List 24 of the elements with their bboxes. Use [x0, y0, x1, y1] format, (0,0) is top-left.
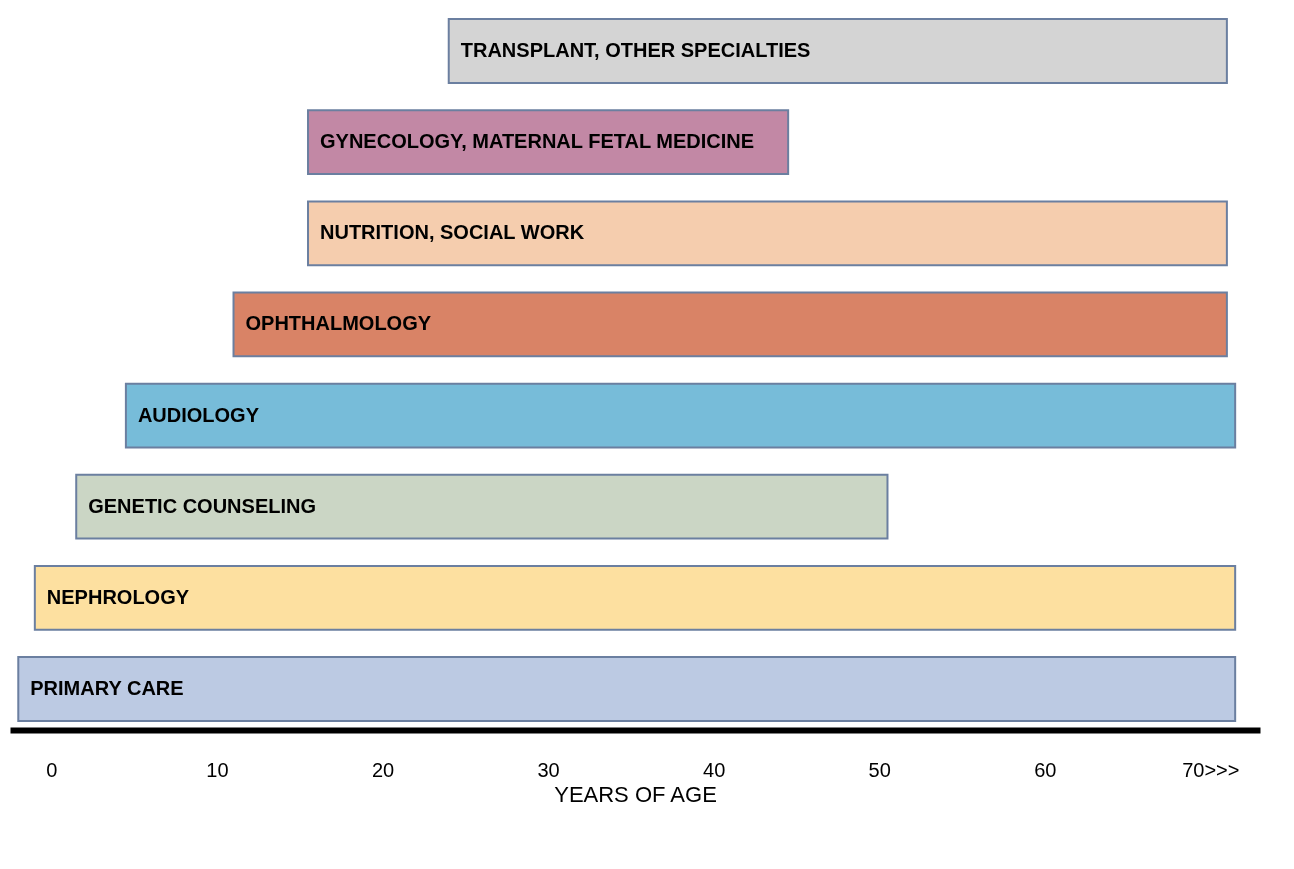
bar	[124, 382, 1237, 449]
y-tick-label: NUTRITION, SOCIAL WORK	[320, 221, 585, 244]
x-tick-label: 50	[868, 758, 891, 781]
x-tick-label: 70>>>	[1182, 758, 1240, 781]
x-tick-label: 40	[703, 758, 726, 781]
bar	[307, 200, 1228, 267]
x-tick-label: 10	[206, 758, 229, 781]
y-tick-label: GENETIC COUNSELING	[88, 494, 317, 517]
x-axis-title: YEARS OF AGE	[554, 781, 717, 807]
bar	[447, 18, 1228, 84]
x-tick-label: 60	[1034, 758, 1057, 781]
y-tick-label: TRANSPLANT, OTHER SPECIALTIES	[460, 39, 811, 62]
bar	[75, 473, 889, 540]
y-tick-label: PRIMARY CARE	[30, 676, 184, 699]
x-tick-label: 0	[46, 758, 58, 781]
bar	[33, 564, 1237, 631]
x-tick-label: 20	[371, 758, 395, 781]
bar	[17, 656, 1237, 722]
y-tick-label: NEPHROLOGY	[46, 585, 190, 608]
x-tick-label: 30	[537, 758, 560, 781]
y-tick-label: GYNECOLOGY, MATERNAL FETAL MEDICINE	[320, 130, 755, 153]
bar	[232, 291, 1228, 358]
y-tick-label: AUDIOLOGY	[137, 403, 260, 426]
y-tick-label: OPHTHALMOLOGY	[245, 312, 432, 335]
